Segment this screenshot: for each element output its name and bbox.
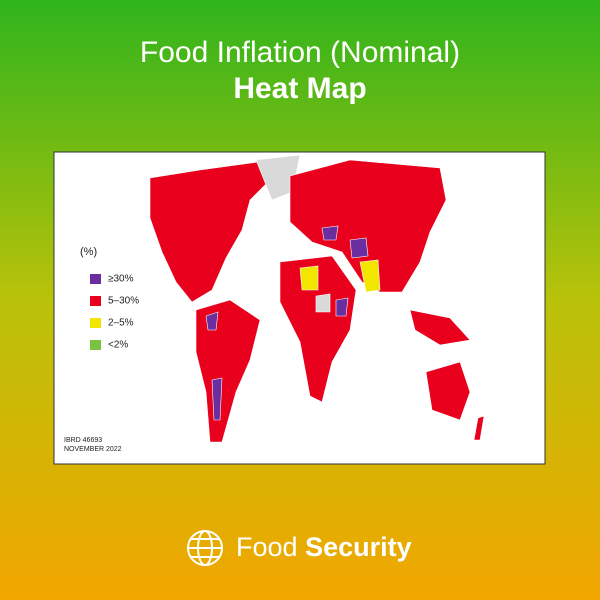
globe-icon [187,530,223,566]
brand-light: Food [236,532,298,562]
legend: ≥30% 5–30% 2–5% <2% [90,274,139,351]
source-date: NOVEMBER 2022 [64,446,122,453]
legend-label: <2% [108,340,128,351]
indonesia [409,309,471,346]
no-data [315,293,331,313]
australia [425,361,471,421]
source-id: IBRD 46693 [64,437,102,444]
sahel [299,265,319,291]
legend-label: 5–30% [108,296,139,307]
title: Food Inflation (Nominal) [140,36,460,69]
argentina [211,377,223,421]
legend-swatch [90,318,101,328]
legend-swatch [90,296,101,306]
india [359,259,381,293]
subtitle: Heat Map [233,72,366,105]
legend-label: 2–5% [108,318,134,329]
ethiopia [335,297,349,317]
brand: Food Security [236,532,412,562]
turkey [321,225,339,241]
legend-swatch [90,274,101,284]
brand-bold: Security [305,532,412,562]
africa [279,255,357,403]
legend-title: (%) [80,246,97,258]
iran [349,237,369,259]
venezuela [205,311,219,331]
world-map [149,154,485,443]
legend-swatch [90,340,101,350]
eurasia [289,159,447,293]
new-zealand [473,415,485,441]
legend-label: ≥30% [108,274,134,285]
south-america [195,299,261,443]
